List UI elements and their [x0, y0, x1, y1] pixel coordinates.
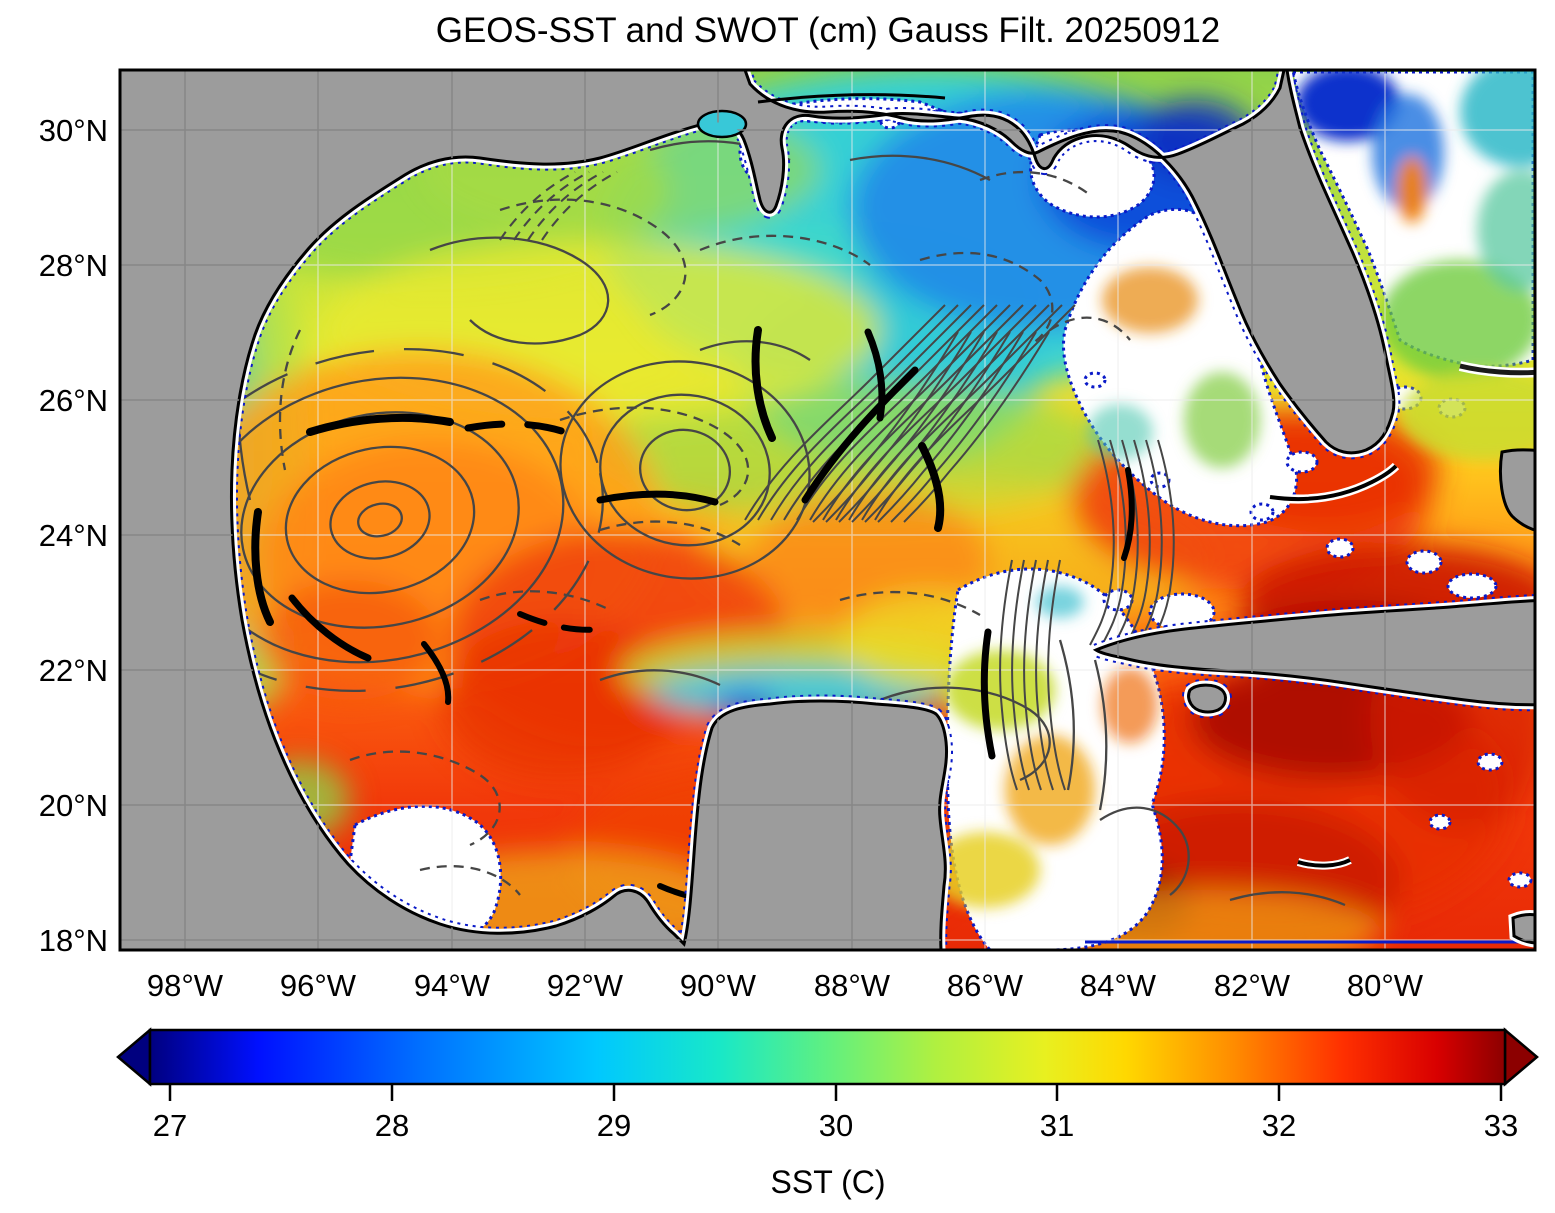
- colorbar-tick-label: 30: [819, 1108, 853, 1143]
- colorbar-tick-label: 29: [597, 1108, 631, 1143]
- lon-tick-label: 80°W: [1347, 968, 1424, 1003]
- lat-tick-label: 18°N: [39, 923, 108, 958]
- lon-tick-label: 88°W: [814, 968, 891, 1003]
- colorbar-extend-left: [116, 1027, 152, 1087]
- colorbar-ticks: [168, 1084, 1503, 1101]
- colorbar-tick-label: 27: [153, 1108, 187, 1143]
- lon-tick-label: 96°W: [280, 968, 357, 1003]
- lat-tick-label: 20°N: [39, 788, 108, 823]
- colorbar-tick-label: 32: [1262, 1108, 1296, 1143]
- colorbar-axis-label: SST (C): [771, 1164, 886, 1200]
- lon-tick-label: 86°W: [947, 968, 1024, 1003]
- lon-tick-label: 98°W: [147, 968, 224, 1003]
- colorbar: 27 28 29 30 31 32 33 SST (C): [116, 1027, 1539, 1200]
- florida-keys: [1269, 464, 1398, 502]
- lat-tick-label: 28°N: [39, 248, 108, 283]
- colorbar-tick-label: 28: [375, 1108, 409, 1143]
- land-layer: [120, 70, 1535, 950]
- lat-axis: 30°N 28°N 26°N 24°N 22°N 20°N 18°N: [39, 113, 108, 958]
- map-panel: [120, 70, 1535, 950]
- lon-axis: 98°W 96°W 94°W 92°W 90°W 88°W 86°W 84°W …: [147, 968, 1424, 1003]
- lat-tick-label: 30°N: [39, 113, 108, 148]
- plot-frame: [118, 68, 1537, 952]
- colorbar-extend-right: [1503, 1027, 1539, 1087]
- lat-tick-label: 26°N: [39, 383, 108, 418]
- lat-tick-label: 22°N: [39, 653, 108, 688]
- lon-tick-label: 84°W: [1080, 968, 1157, 1003]
- cay-island: [1297, 858, 1351, 868]
- bahama-island: [1459, 363, 1535, 376]
- chart-title: GEOS-SST and SWOT (cm) Gauss Filt. 20250…: [436, 11, 1221, 50]
- colorbar-tick-label: 33: [1484, 1108, 1518, 1143]
- lon-tick-label: 92°W: [547, 968, 624, 1003]
- lon-tick-label: 94°W: [414, 968, 491, 1003]
- lon-tick-label: 82°W: [1214, 968, 1291, 1003]
- barrier-islands: [757, 93, 946, 104]
- lat-tick-label: 24°N: [39, 518, 108, 553]
- colorbar-tick-label: 31: [1040, 1108, 1074, 1143]
- lon-tick-label: 90°W: [680, 968, 757, 1003]
- lake-pontchartrain: [696, 109, 748, 139]
- colorbar-bar: [148, 1028, 1507, 1086]
